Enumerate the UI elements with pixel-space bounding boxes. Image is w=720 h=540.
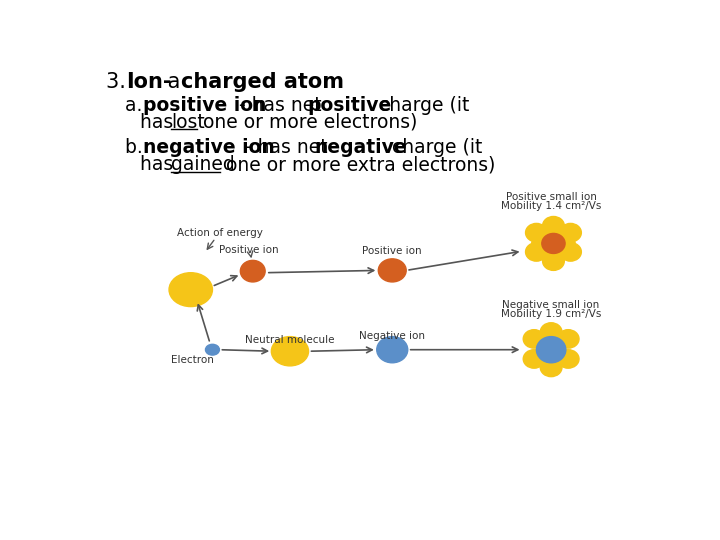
Ellipse shape [526,224,547,242]
Text: Ion-: Ion- [126,72,171,92]
Ellipse shape [557,330,579,348]
Text: charge (it: charge (it [386,138,482,157]
Ellipse shape [377,336,408,363]
Text: - has net: - has net [246,138,334,157]
Text: positive ion: positive ion [143,96,266,115]
Ellipse shape [271,336,309,366]
Ellipse shape [554,234,575,253]
Ellipse shape [543,217,564,235]
Ellipse shape [540,323,562,341]
Text: b.: b. [125,138,148,157]
Text: 3.: 3. [106,72,132,92]
Text: Neutral molecule: Neutral molecule [246,335,335,345]
Ellipse shape [543,252,564,271]
Text: a.: a. [125,96,148,115]
Ellipse shape [559,224,581,242]
Text: Mobility 1.4 cm²/Vs: Mobility 1.4 cm²/Vs [501,201,601,212]
Text: negative ion: negative ion [143,138,275,157]
Ellipse shape [205,345,220,355]
Text: Negative small ion: Negative small ion [503,300,600,310]
Ellipse shape [532,234,554,253]
Text: Positive small ion: Positive small ion [505,192,597,202]
Text: has: has [140,156,179,174]
Ellipse shape [523,330,545,348]
Ellipse shape [540,358,562,377]
Text: Electron: Electron [171,355,214,365]
Text: one or more extra electrons): one or more extra electrons) [220,156,495,174]
Text: charge (it: charge (it [372,96,469,115]
Ellipse shape [169,273,212,307]
Text: Negative ion: Negative ion [359,331,426,341]
Text: Action of energy: Action of energy [177,228,263,238]
Ellipse shape [557,350,579,368]
Text: gained: gained [171,156,235,174]
Text: positive: positive [307,96,392,115]
Text: has: has [140,113,179,132]
Text: one or more electrons): one or more electrons) [197,113,418,132]
Ellipse shape [559,242,581,261]
Ellipse shape [542,233,565,253]
Text: lost: lost [171,113,204,132]
Text: Positive ion: Positive ion [219,245,279,254]
Ellipse shape [526,242,547,261]
Text: Mobility 1.9 cm²/Vs: Mobility 1.9 cm²/Vs [501,309,601,319]
Text: - has net: - has net [238,96,327,115]
Text: charged atom: charged atom [181,72,344,92]
Text: a: a [161,72,187,92]
Ellipse shape [536,336,566,363]
Ellipse shape [240,260,265,282]
Text: negative: negative [314,138,407,157]
Ellipse shape [378,259,406,282]
Ellipse shape [523,350,545,368]
Text: Positive ion: Positive ion [362,246,422,256]
